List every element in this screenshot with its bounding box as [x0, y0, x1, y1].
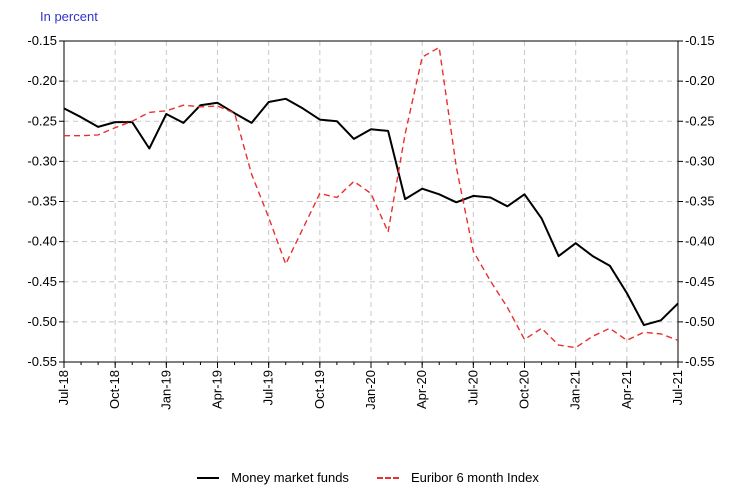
gridlines: [64, 41, 678, 362]
x-tick-label: Jul-18: [56, 370, 71, 405]
x-axis: Jul-18 Oct-18 Jan-19 Apr-19 Jul-19 Oct-19 Jan-…: [56, 362, 685, 410]
x-tick-label: Jul-21: [670, 370, 685, 405]
y-tick-label-left: -0.15: [27, 33, 57, 48]
y-tick-label-right: -0.50: [685, 314, 715, 329]
x-tick-label: Oct-20: [517, 370, 532, 409]
unit-label: In percent: [40, 9, 98, 24]
x-tick-label: Jan-20: [363, 370, 378, 410]
legend-label: Euribor 6 month Index: [410, 470, 539, 485]
y-tick-label-right: -0.15: [685, 33, 715, 48]
y-tick-label-left: -0.25: [27, 113, 57, 128]
x-tick-label: Apr-21: [619, 370, 634, 409]
x-tick-label: Oct-18: [107, 370, 122, 409]
y-tick-label-left: -0.50: [27, 314, 57, 329]
x-tick-label: Jul-19: [261, 370, 276, 405]
x-tick-label: Apr-20: [414, 370, 429, 409]
y-tick-label-right: -0.40: [685, 234, 715, 249]
y-axis-left: -0.15 -0.20 -0.25 -0.30 -0.35 -0.40 -0.45 -0.50…: [27, 33, 64, 369]
y-tick-label-left: -0.20: [27, 73, 57, 88]
legend-swatch-solid: [197, 476, 220, 479]
x-tick-label: Jul-20: [465, 370, 480, 405]
y-tick-label-right: -0.25: [685, 113, 715, 128]
x-tick-label: Apr-19: [210, 370, 225, 409]
series-line-money-market-funds: [63, 97, 679, 327]
legend: Money market funds Euribor 6 month Index: [0, 470, 736, 485]
legend-item-euribor: Euribor 6 month Index: [376, 470, 539, 485]
legend-item-money-market-funds: Money market funds: [197, 470, 349, 485]
legend-label: Money market funds: [231, 470, 349, 485]
y-tick-label-left: -0.35: [27, 194, 57, 209]
x-tick-label: Jan-21: [568, 370, 583, 410]
y-tick-label-right: -0.30: [685, 153, 715, 168]
x-tick-label: Jan-19: [158, 370, 173, 410]
y-tick-label-left: -0.55: [27, 354, 57, 369]
x-tick-label: Oct-19: [312, 370, 327, 409]
y-tick-label-right: -0.55: [685, 354, 715, 369]
y-tick-label-left: -0.30: [27, 153, 57, 168]
y-axis-right: -0.15 -0.20 -0.25 -0.30 -0.35 -0.40 -0.45 -0.50…: [678, 33, 715, 369]
y-tick-label-left: -0.45: [27, 274, 57, 289]
y-tick-label-right: -0.20: [685, 73, 715, 88]
y-tick-label-right: -0.45: [685, 274, 715, 289]
y-tick-label-left: -0.40: [27, 234, 57, 249]
legend-swatch-dashed: [376, 476, 399, 479]
series-lines: [63, 46, 679, 349]
y-tick-label-right: -0.35: [685, 194, 715, 209]
